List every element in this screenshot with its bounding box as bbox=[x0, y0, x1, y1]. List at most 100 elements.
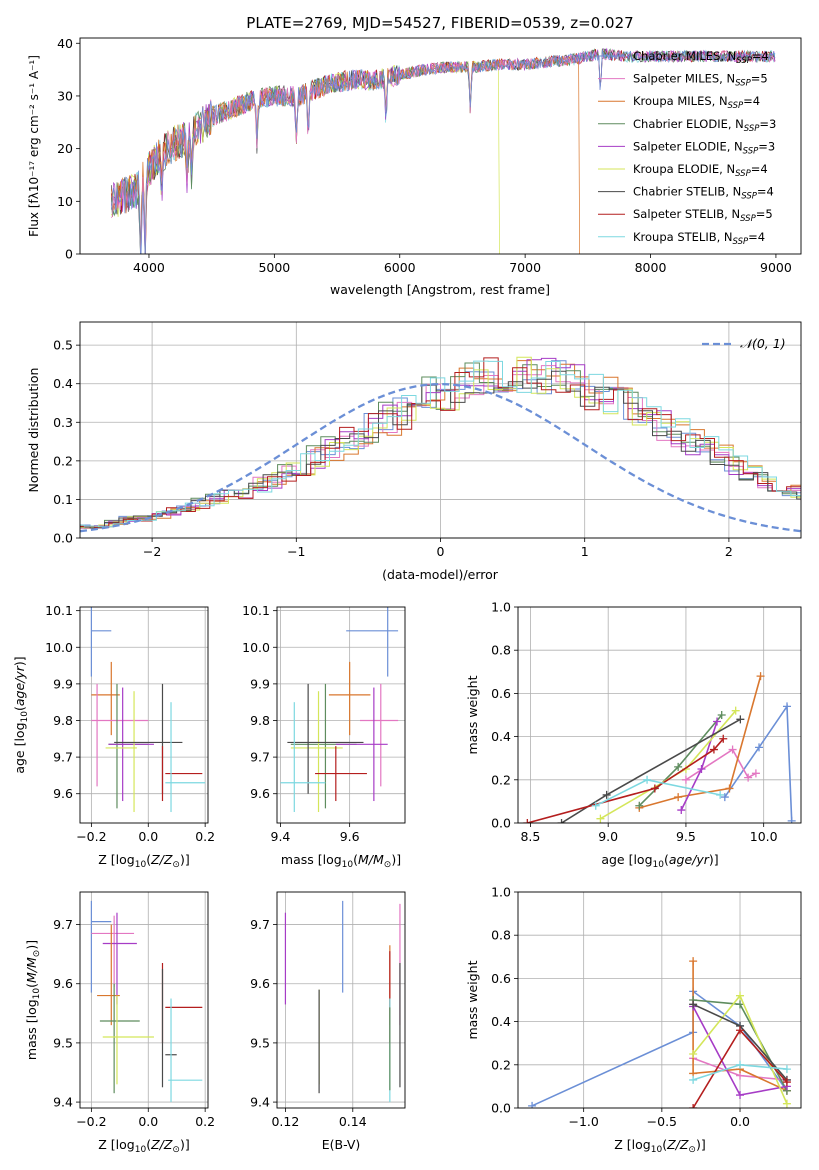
data-point bbox=[782, 1078, 791, 1087]
panel-spectrum: 4000 5000 6000 7000 8000 9000 0 10 20 30 40 Chabrie… bbox=[27, 36, 802, 297]
data-point bbox=[755, 743, 764, 752]
x-tick-label: −2 bbox=[143, 544, 161, 559]
y-axis-label: mass weight bbox=[465, 675, 480, 754]
data-point bbox=[709, 745, 718, 754]
x-tick-label: 2 bbox=[725, 544, 733, 559]
y-tick-label: 0.5 bbox=[53, 338, 73, 353]
axes-frame bbox=[517, 606, 802, 824]
y-tick-label: 9.6 bbox=[250, 786, 270, 801]
data-point bbox=[736, 1026, 745, 1035]
data-point bbox=[650, 784, 659, 793]
x-axis-label: E(B-V) bbox=[322, 1137, 361, 1152]
y-tick-label: 0.0 bbox=[491, 816, 511, 831]
series-line bbox=[724, 703, 793, 821]
series-line bbox=[527, 738, 724, 823]
y-tick-label: 0.2 bbox=[491, 772, 511, 787]
legend-entry: Kroupa ELODIE, NSSP=4 bbox=[633, 162, 768, 179]
data-point bbox=[602, 790, 611, 799]
y-tick-label: 9.5 bbox=[250, 1035, 270, 1050]
data-point bbox=[736, 1091, 745, 1100]
panel-age-vs-mass: 9.4 9.6 9.6 9.7 9.8 9.9 10.0 10.1 mass [log10(M/… bbox=[242, 603, 406, 870]
panel-mass-vs-EBV: 0.12 0.14 9.4 9.5 9.6 9.7 E(B-V) bbox=[250, 891, 406, 1152]
series-line bbox=[639, 675, 762, 809]
y-tick-label: 9.7 bbox=[53, 750, 73, 765]
y-tick-label: 9.5 bbox=[53, 1035, 73, 1050]
x-tick-label: 7000 bbox=[509, 260, 541, 275]
x-tick-label: 6000 bbox=[384, 260, 416, 275]
y-tick-label: 10.0 bbox=[45, 640, 73, 655]
y-tick-label: 0.4 bbox=[491, 1014, 511, 1029]
y-tick-label: 0.3 bbox=[53, 415, 73, 430]
axes-frame bbox=[276, 891, 406, 1109]
x-tick-label: 0.0 bbox=[138, 829, 158, 844]
y-tick-label: 9.4 bbox=[53, 1095, 73, 1110]
x-tick-label: 9000 bbox=[760, 260, 792, 275]
data-point bbox=[557, 819, 566, 823]
x-tick-label: 9.4 bbox=[271, 829, 291, 844]
y-tick-label: 0.0 bbox=[491, 1101, 511, 1116]
y-axis-label: mass [log10(M/M⊙)] bbox=[24, 940, 42, 1060]
y-tick-label: 0 bbox=[65, 247, 73, 262]
y-tick-label: 9.9 bbox=[53, 676, 73, 691]
data-point bbox=[689, 1075, 698, 1084]
data-point bbox=[591, 801, 600, 810]
x-tick-label: 9.0 bbox=[598, 829, 618, 844]
data-point bbox=[728, 745, 737, 754]
histogram-step bbox=[80, 357, 801, 528]
data-point bbox=[697, 765, 706, 773]
legend-entry: Salpeter ELODIE, NSSP=3 bbox=[633, 139, 775, 156]
series-line bbox=[692, 961, 788, 1092]
data-point bbox=[736, 1060, 745, 1069]
x-tick-label: 9.6 bbox=[340, 829, 360, 844]
x-tick-label: 5000 bbox=[258, 260, 290, 275]
axes-frame bbox=[79, 891, 209, 1109]
data-point bbox=[596, 814, 605, 823]
histogram-step bbox=[80, 356, 801, 528]
x-axis-label: Z [log10(Z/Z⊙)] bbox=[98, 852, 189, 870]
y-axis-label: Flux [fλ10⁻¹⁷ erg cm⁻² s⁻¹ A⁻¹] bbox=[27, 55, 41, 237]
y-tick-label: 9.6 bbox=[53, 976, 73, 991]
legend-entry: Chabrier STELIB, NSSP=4 bbox=[633, 185, 774, 202]
y-tick-label: 0.8 bbox=[491, 643, 511, 658]
data-point bbox=[689, 1000, 698, 1009]
y-axis-label: Normed distribution bbox=[26, 368, 41, 493]
y-tick-label: 10.0 bbox=[242, 640, 270, 655]
y-tick-label: 0.0 bbox=[53, 531, 73, 546]
x-tick-label: −0.2 bbox=[76, 829, 106, 844]
x-tick-label: 9.5 bbox=[676, 829, 696, 844]
plot-area bbox=[280, 607, 399, 813]
data-point bbox=[725, 784, 734, 793]
axes-frame bbox=[276, 606, 406, 824]
x-tick-label: 0 bbox=[437, 544, 445, 559]
legend: 𝒩(0, 1) bbox=[702, 336, 786, 351]
data-point bbox=[716, 790, 725, 799]
y-tick-label: 9.7 bbox=[53, 917, 73, 932]
x-axis-label: (data-model)/error bbox=[382, 567, 499, 582]
plot-area bbox=[110, 47, 776, 254]
y-tick-label: 40 bbox=[57, 36, 73, 51]
plot-area bbox=[528, 957, 791, 1108]
data-point bbox=[719, 734, 728, 743]
legend: Chabrier MILES, NSSP=4 Salpeter MILES, NS… bbox=[598, 49, 776, 247]
plot-area bbox=[80, 356, 801, 533]
y-tick-label: 9.6 bbox=[250, 976, 270, 991]
data-point bbox=[689, 1104, 698, 1108]
data-point bbox=[756, 672, 765, 681]
x-tick-label: −0.2 bbox=[76, 1114, 106, 1129]
spectrum-line bbox=[110, 49, 776, 254]
x-tick-label: −1.0 bbox=[568, 1114, 598, 1129]
plot-area bbox=[90, 900, 203, 1103]
legend-entry: Kroupa MILES, NSSP=4 bbox=[633, 94, 760, 111]
data-point bbox=[674, 793, 683, 802]
data-point bbox=[523, 819, 532, 823]
data-point bbox=[643, 775, 652, 784]
y-tick-label: 10.1 bbox=[242, 603, 270, 618]
panel-age-vs-Z: −0.2 0.0 0.2 9.6 9.7 9.8 9.9 10.0 10.1 Z [log10(Z… bbox=[12, 603, 215, 870]
data-point bbox=[720, 793, 729, 802]
legend-entry: Chabrier MILES, NSSP=4 bbox=[633, 49, 769, 66]
x-tick-label: 0.2 bbox=[195, 1114, 215, 1129]
axes-frame bbox=[79, 606, 209, 824]
x-axis-label: Z [log10(Z/Z⊙)] bbox=[98, 1137, 189, 1155]
y-tick-label: 0.4 bbox=[491, 729, 511, 744]
x-axis-label: mass [log10(M/M⊙)] bbox=[281, 852, 401, 870]
